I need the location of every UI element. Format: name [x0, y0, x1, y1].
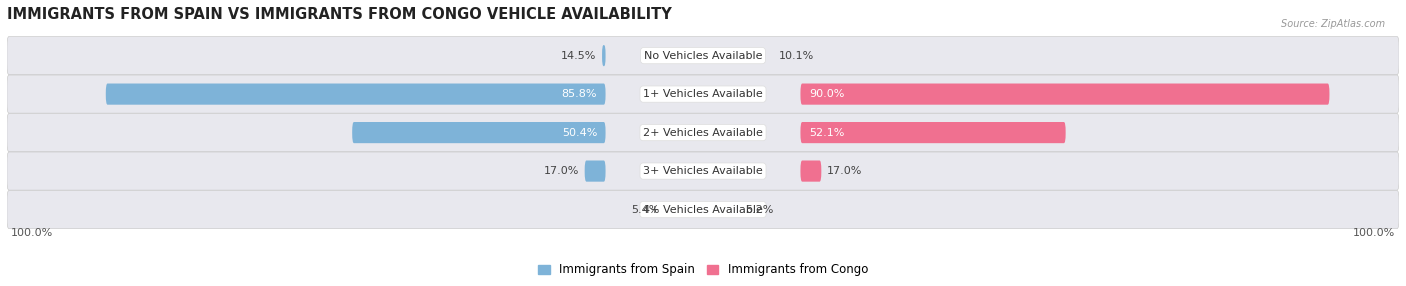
- Text: 52.1%: 52.1%: [808, 128, 844, 138]
- Text: 100.0%: 100.0%: [10, 228, 52, 238]
- FancyBboxPatch shape: [7, 152, 1399, 190]
- Legend: Immigrants from Spain, Immigrants from Congo: Immigrants from Spain, Immigrants from C…: [537, 263, 869, 276]
- FancyBboxPatch shape: [602, 45, 606, 66]
- FancyBboxPatch shape: [7, 190, 1399, 229]
- Text: 5.2%: 5.2%: [745, 204, 773, 214]
- FancyBboxPatch shape: [7, 75, 1399, 113]
- Text: 90.0%: 90.0%: [808, 89, 844, 99]
- FancyBboxPatch shape: [7, 114, 1399, 152]
- Text: 17.0%: 17.0%: [544, 166, 579, 176]
- Text: 3+ Vehicles Available: 3+ Vehicles Available: [643, 166, 763, 176]
- FancyBboxPatch shape: [352, 122, 606, 143]
- Text: 50.4%: 50.4%: [562, 128, 598, 138]
- FancyBboxPatch shape: [7, 37, 1399, 75]
- FancyBboxPatch shape: [800, 84, 1330, 105]
- FancyBboxPatch shape: [585, 160, 606, 182]
- Text: 85.8%: 85.8%: [562, 89, 598, 99]
- Text: 14.5%: 14.5%: [561, 51, 596, 61]
- Text: Source: ZipAtlas.com: Source: ZipAtlas.com: [1281, 19, 1385, 29]
- Text: 2+ Vehicles Available: 2+ Vehicles Available: [643, 128, 763, 138]
- FancyBboxPatch shape: [800, 122, 1066, 143]
- Text: 100.0%: 100.0%: [1354, 228, 1396, 238]
- Text: No Vehicles Available: No Vehicles Available: [644, 51, 762, 61]
- Text: 17.0%: 17.0%: [827, 166, 862, 176]
- Text: 1+ Vehicles Available: 1+ Vehicles Available: [643, 89, 763, 99]
- FancyBboxPatch shape: [105, 84, 606, 105]
- Text: IMMIGRANTS FROM SPAIN VS IMMIGRANTS FROM CONGO VEHICLE AVAILABILITY: IMMIGRANTS FROM SPAIN VS IMMIGRANTS FROM…: [7, 7, 672, 22]
- Text: 5.4%: 5.4%: [631, 204, 659, 214]
- FancyBboxPatch shape: [800, 160, 821, 182]
- Text: 4+ Vehicles Available: 4+ Vehicles Available: [643, 204, 763, 214]
- Text: 10.1%: 10.1%: [779, 51, 814, 61]
